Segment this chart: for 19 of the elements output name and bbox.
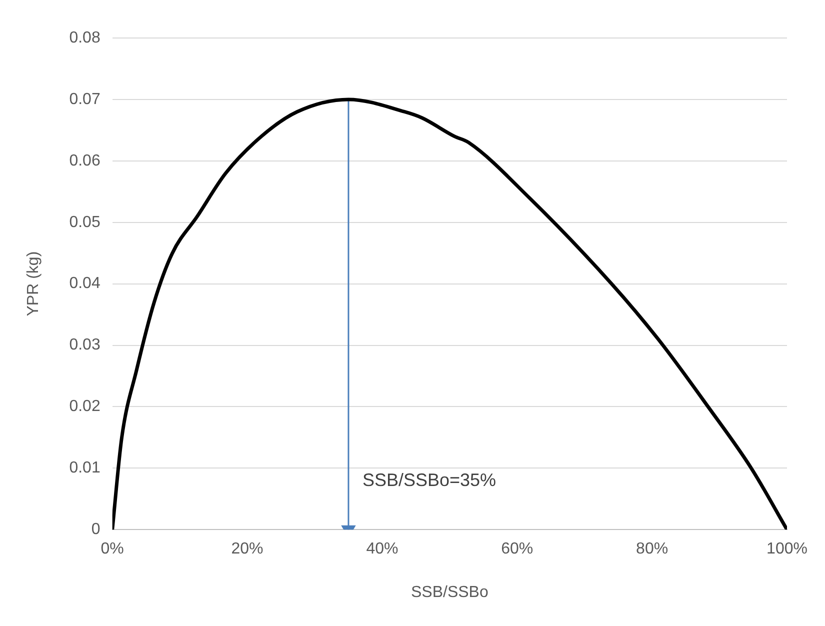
y-tick-label: 0.05 bbox=[69, 214, 100, 231]
x-tick-label: 40% bbox=[366, 540, 398, 558]
y-tick-label: 0.01 bbox=[69, 460, 100, 477]
x-tick-label: 60% bbox=[501, 540, 534, 558]
y-tick-label: 0.06 bbox=[69, 152, 100, 170]
line-series bbox=[112, 98, 787, 530]
y-tick-label: 0 bbox=[91, 521, 100, 538]
x-tick-label: 20% bbox=[231, 540, 264, 558]
y-tick-label: 0.04 bbox=[69, 275, 100, 292]
x-tick-label: 0% bbox=[100, 540, 124, 558]
x-tick-label: 80% bbox=[636, 540, 668, 558]
y-tick-label: 0.03 bbox=[69, 336, 100, 354]
x-tick-label: 100% bbox=[766, 540, 808, 558]
y-tick-label: 0.02 bbox=[69, 398, 100, 416]
y-tick-label: 0.08 bbox=[69, 29, 100, 46]
annotation: SSB/SSBo=35% bbox=[362, 470, 496, 490]
y-tick-label: 0.07 bbox=[69, 90, 100, 108]
x-axis-title: SSB/SSBo bbox=[410, 584, 488, 601]
y-axis-title: YPR (kg) bbox=[25, 251, 42, 316]
